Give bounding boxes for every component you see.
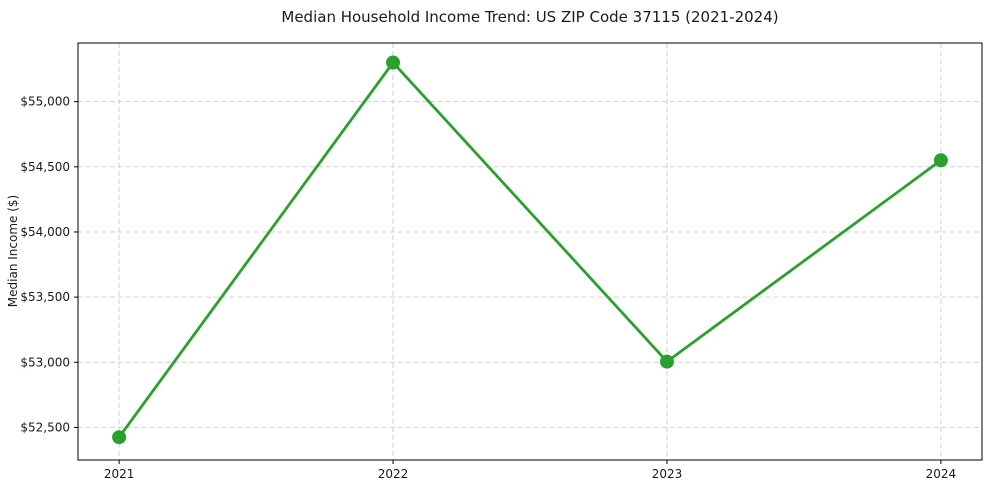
y-axis-label-text: Median Income ($) <box>6 194 20 308</box>
y-tick-label: $53,500 <box>20 290 70 304</box>
data-point-marker <box>386 55 401 70</box>
x-tick-label: 2023 <box>652 467 683 481</box>
y-tick-label: $55,000 <box>20 95 70 109</box>
y-tick-label: $52,500 <box>20 420 70 434</box>
y-tick-label: $54,500 <box>20 160 70 174</box>
x-tick-label: 2022 <box>378 467 409 481</box>
x-tick-label: 2024 <box>926 467 957 481</box>
y-tick-label: $53,000 <box>20 355 70 369</box>
data-point-marker <box>112 430 127 445</box>
plot-border <box>77 42 983 461</box>
trend-line <box>117 61 943 439</box>
chart-title: Median Household Income Trend: US ZIP Co… <box>281 8 779 26</box>
data-point-marker <box>933 153 948 168</box>
data-point-marker <box>659 354 674 369</box>
x-tick-label: 2021 <box>104 467 135 481</box>
y-tick-label: $54,000 <box>20 225 70 239</box>
